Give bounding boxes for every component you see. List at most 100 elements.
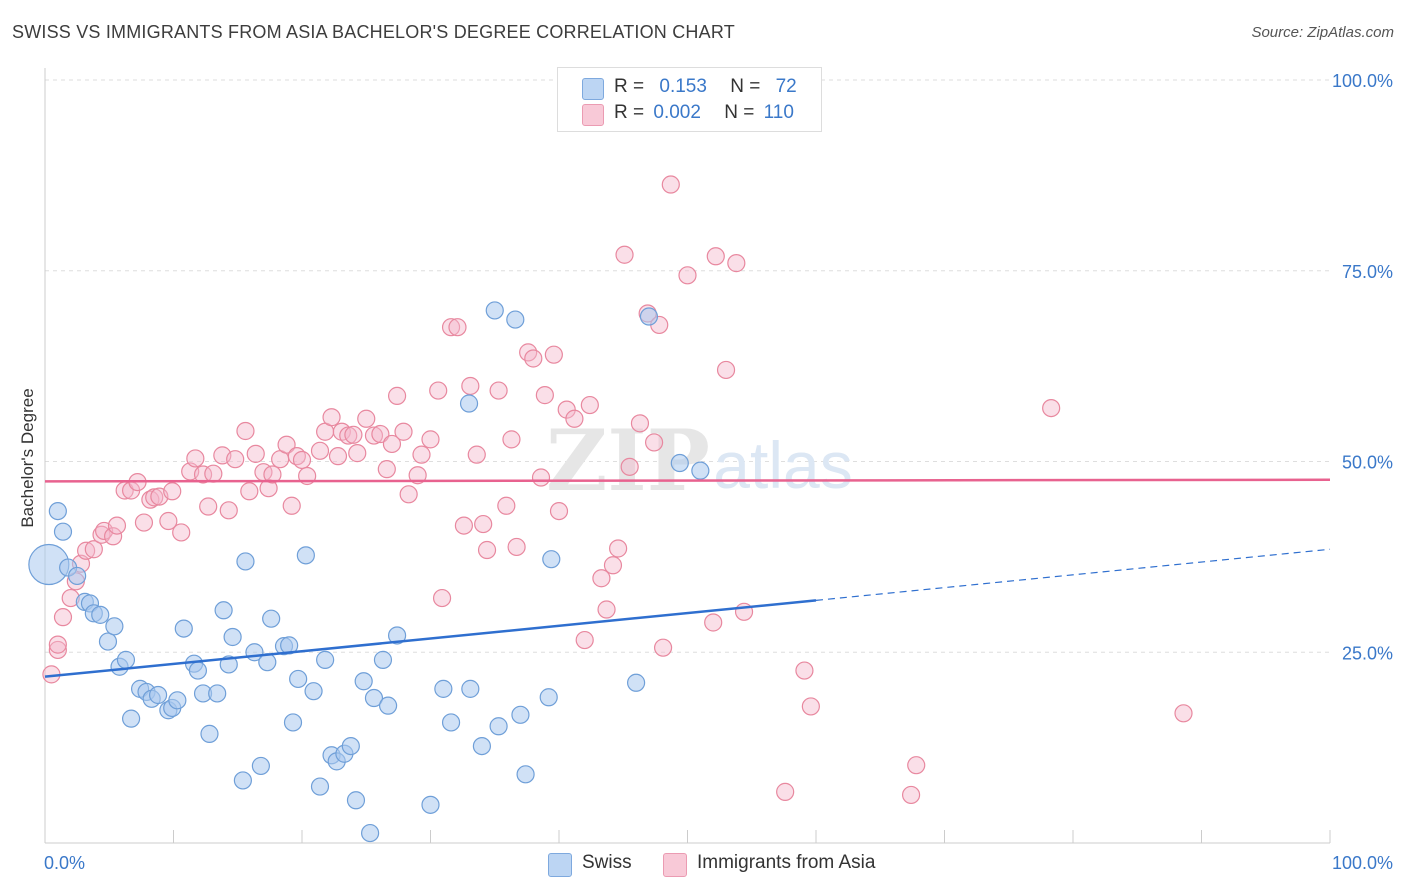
asia-point — [531, 468, 551, 487]
asia-point — [801, 697, 820, 716]
swiss-point — [174, 619, 193, 638]
swiss-point — [91, 605, 110, 624]
swiss-legend-icon — [548, 853, 572, 877]
asia-point — [603, 556, 623, 575]
asia-point — [292, 450, 312, 470]
asia-point — [549, 501, 569, 521]
asia-point — [322, 408, 341, 427]
swiss-point — [516, 765, 535, 784]
asia-point — [467, 445, 486, 464]
swiss-point — [262, 609, 281, 628]
swiss-point — [626, 673, 646, 692]
asia-point — [193, 465, 213, 484]
asia-point — [704, 613, 723, 632]
swiss-point — [341, 736, 360, 756]
watermark-atlas: atlas — [713, 428, 852, 502]
asia-point — [1174, 704, 1193, 723]
asia-point — [263, 465, 282, 484]
swiss-trendline-extension — [815, 548, 1331, 601]
swiss-point — [233, 771, 252, 790]
swiss-point — [304, 682, 323, 701]
asia-point — [620, 457, 639, 476]
x-tick-label: 0.0% — [44, 853, 85, 873]
swiss-point — [472, 736, 491, 756]
asia-r-value: 0.002 — [653, 102, 701, 123]
asia-point — [246, 444, 265, 463]
asia-point — [716, 360, 736, 380]
swiss-point — [121, 709, 141, 728]
swiss-point — [214, 601, 233, 620]
asia-point — [592, 569, 611, 588]
swiss-point — [485, 301, 504, 320]
axes — [44, 68, 1331, 844]
y-tick-label: 100.0% — [1332, 71, 1393, 91]
asia-point — [575, 630, 594, 650]
asia-point — [535, 386, 554, 405]
swiss-point — [373, 650, 393, 669]
swiss-point — [506, 310, 525, 329]
asia-point — [134, 513, 154, 532]
asia-trendline — [44, 478, 1331, 483]
swiss-point — [289, 669, 308, 689]
asia-point — [199, 497, 218, 516]
asia-point — [344, 425, 363, 444]
asia-point — [84, 540, 103, 559]
swiss-point — [441, 713, 461, 732]
swiss-point — [223, 627, 242, 647]
asia-point — [557, 400, 576, 419]
swiss-point — [219, 655, 238, 674]
asia-point — [364, 426, 384, 445]
asia-point — [377, 460, 396, 479]
swiss-point — [387, 626, 407, 645]
swiss-point — [53, 522, 73, 541]
swiss-point — [354, 672, 373, 691]
asia-point — [159, 511, 178, 531]
swiss-point — [434, 679, 453, 698]
asia-point — [1042, 398, 1061, 418]
asia-point — [644, 433, 664, 452]
asia-point — [653, 638, 673, 657]
swiss-point — [251, 756, 270, 776]
swiss-trendline — [44, 599, 817, 678]
asia-points — [42, 175, 1193, 805]
correlation-legend: R = 0.153 N = 72 R = 0.002 N = 110 — [557, 67, 822, 132]
asia-point — [907, 756, 926, 775]
swiss-point — [378, 696, 398, 715]
swiss-point — [639, 307, 659, 326]
tick-labels: 25.0% 50.0% 75.0% 100.0% 0.0% 100.0% — [44, 71, 1393, 873]
asia-point — [282, 496, 301, 515]
asia-point — [544, 345, 563, 364]
asia-point — [678, 266, 697, 285]
watermark: ZIP atlas — [546, 411, 853, 510]
swiss-point — [459, 394, 479, 413]
asia-point — [441, 318, 461, 337]
swiss-point — [283, 713, 303, 732]
asia-point — [259, 479, 278, 498]
asia-point — [310, 441, 330, 460]
asia-point — [204, 464, 223, 483]
swiss-point — [542, 550, 561, 569]
asia-point — [107, 516, 127, 535]
asia-point — [371, 424, 390, 444]
asia-legend-label: Immigrants from Asia — [697, 852, 876, 873]
asia-point — [104, 527, 123, 546]
swiss-point — [310, 777, 330, 796]
asia-point — [186, 449, 205, 468]
swiss-point — [421, 795, 440, 814]
asia-point — [661, 175, 680, 194]
asia-point — [454, 516, 474, 535]
swiss-point — [296, 546, 315, 565]
asia-point — [474, 514, 493, 534]
asia-swatch-icon — [582, 104, 604, 126]
y-tick-label: 25.0% — [1342, 643, 1393, 663]
asia-point — [236, 421, 255, 441]
swiss-point — [98, 632, 118, 651]
asia-point — [53, 608, 73, 627]
swiss-point — [105, 617, 124, 636]
asia-point — [226, 450, 245, 469]
asia-point — [580, 395, 599, 415]
swiss-r-value: 0.153 — [659, 76, 707, 97]
asia-point — [408, 466, 427, 485]
swiss-points — [28, 301, 710, 843]
